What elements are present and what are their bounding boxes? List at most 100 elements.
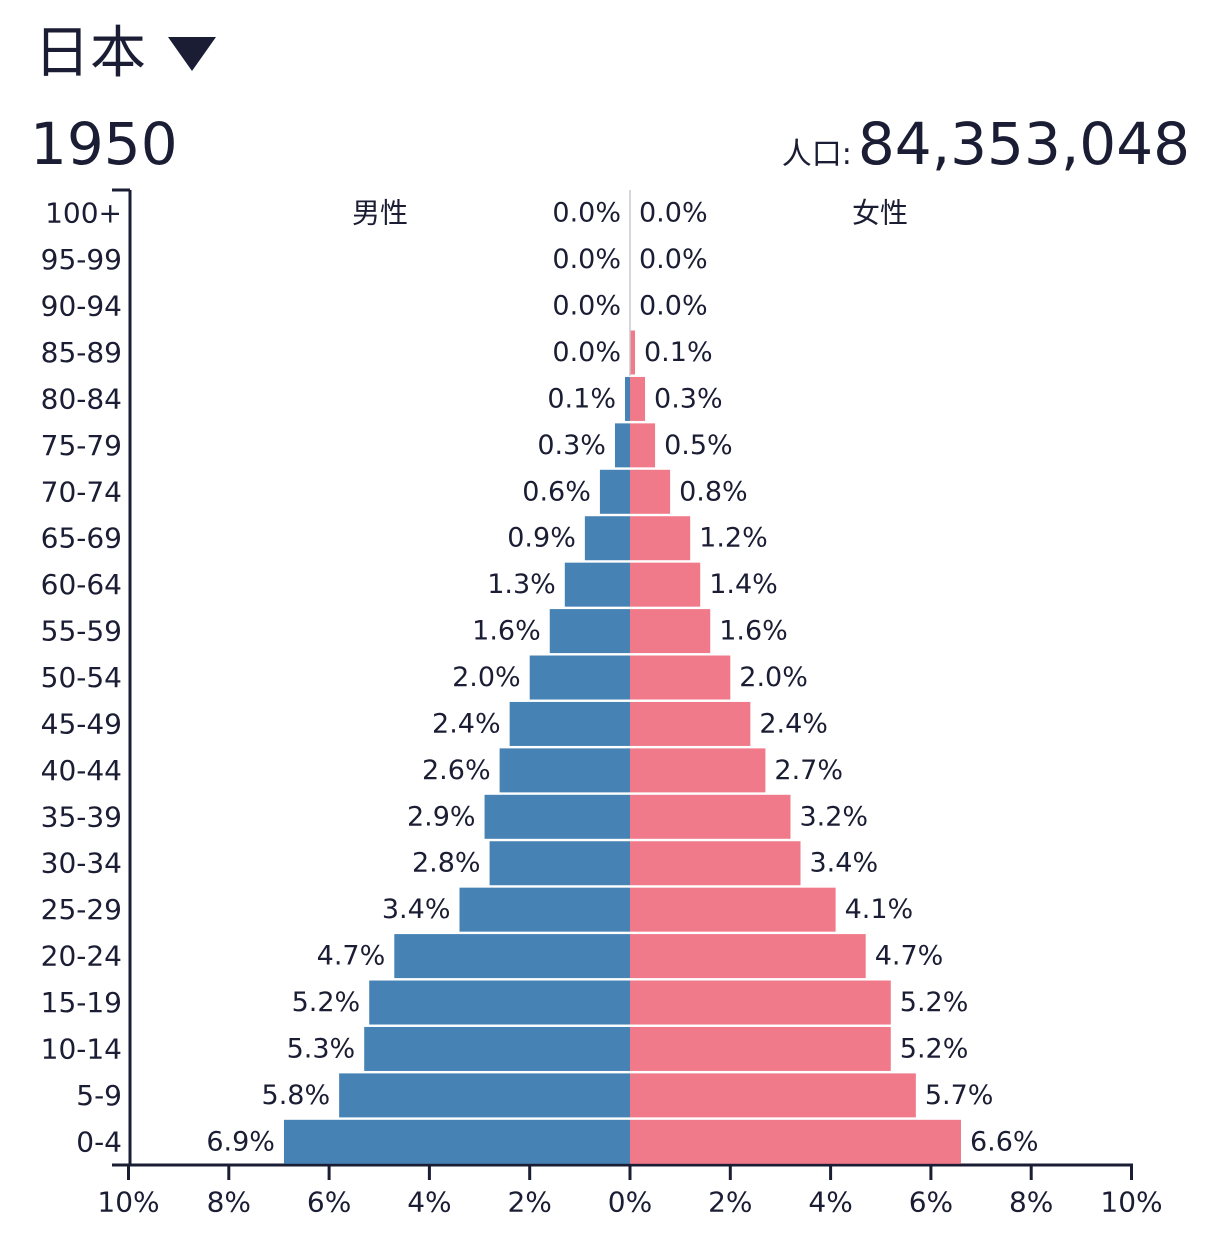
x-tick-label: 0% xyxy=(608,1186,652,1219)
country-name: 日本 xyxy=(34,21,146,86)
male-value-label: 5.3% xyxy=(287,1033,356,1064)
age-group-label: 50-54 xyxy=(41,661,122,694)
female-value-label: 0.0% xyxy=(639,244,708,275)
age-group-label: 30-34 xyxy=(41,847,122,880)
male-bar xyxy=(484,794,630,839)
female-value-label: 0.0% xyxy=(639,198,708,229)
male-bar xyxy=(364,1026,630,1071)
female-bar xyxy=(630,980,891,1025)
male-value-label: 2.8% xyxy=(412,848,481,879)
male-value-label: 1.6% xyxy=(472,616,541,647)
male-bar xyxy=(499,748,630,793)
age-group-label: 15-19 xyxy=(41,986,122,1019)
male-bar xyxy=(489,841,630,886)
male-value-label: 2.6% xyxy=(422,755,491,786)
age-group-label: 55-59 xyxy=(41,615,122,648)
male-bar xyxy=(283,1119,630,1164)
male-value-label: 0.0% xyxy=(552,198,621,229)
age-group-label: 5-9 xyxy=(76,1079,122,1112)
male-bar xyxy=(599,469,630,514)
female-bar xyxy=(630,1073,916,1118)
age-group-label: 25-29 xyxy=(41,893,122,926)
male-bar xyxy=(624,376,630,421)
female-value-label: 0.8% xyxy=(679,476,748,507)
x-tick-label: 4% xyxy=(808,1186,852,1219)
x-tick-label: 6% xyxy=(307,1186,351,1219)
female-bar xyxy=(630,562,701,607)
female-value-label: 1.6% xyxy=(719,616,788,647)
male-bar xyxy=(584,516,630,561)
female-value-label: 2.7% xyxy=(774,755,843,786)
female-bar xyxy=(630,841,801,886)
female-bar xyxy=(630,516,691,561)
female-value-label: 1.2% xyxy=(699,523,768,554)
female-value-label: 5.2% xyxy=(900,1033,969,1064)
age-group-label: 95-99 xyxy=(41,243,122,276)
year-label: 1950 xyxy=(30,110,178,178)
male-value-label: 0.9% xyxy=(507,523,576,554)
female-bar xyxy=(630,423,656,468)
female-value-label: 4.7% xyxy=(875,941,944,972)
female-value-label: 0.5% xyxy=(664,430,733,461)
male-value-label: 0.6% xyxy=(522,476,591,507)
population-label: 人口: xyxy=(781,137,852,172)
male-bar xyxy=(549,609,630,654)
male-bar xyxy=(394,934,630,979)
male-value-label: 0.0% xyxy=(552,337,621,368)
x-tick-label: 10% xyxy=(97,1186,159,1219)
male-value-label: 0.0% xyxy=(552,291,621,322)
female-value-label: 0.3% xyxy=(654,383,723,414)
female-bar xyxy=(630,934,866,979)
age-group-label: 100+ xyxy=(45,197,122,230)
male-value-label: 2.4% xyxy=(432,708,501,739)
male-value-label: 6.9% xyxy=(206,1126,275,1157)
x-tick-label: 10% xyxy=(1100,1186,1162,1219)
male-bar xyxy=(369,980,630,1025)
x-tick-label: 8% xyxy=(207,1186,251,1219)
male-bar xyxy=(564,562,630,607)
male-value-label: 1.3% xyxy=(487,569,556,600)
male-value-label: 5.8% xyxy=(262,1080,331,1111)
x-tick-label: 6% xyxy=(909,1186,953,1219)
population-value: 84,353,048 xyxy=(857,110,1190,178)
male-value-label: 0.3% xyxy=(537,430,606,461)
female-bar xyxy=(630,887,836,932)
age-group-label: 85-89 xyxy=(41,336,122,369)
female-value-label: 1.4% xyxy=(709,569,778,600)
female-bar xyxy=(630,1026,891,1071)
male-value-label: 2.9% xyxy=(407,801,476,832)
male-value-label: 3.4% xyxy=(382,894,451,925)
x-tick-label: 8% xyxy=(1009,1186,1053,1219)
male-value-label: 4.7% xyxy=(317,941,386,972)
female-bar xyxy=(630,330,636,375)
female-value-label: 5.7% xyxy=(925,1080,994,1111)
female-bar xyxy=(630,609,711,654)
male-bar xyxy=(509,701,630,746)
male-value-label: 0.1% xyxy=(547,383,616,414)
female-value-label: 2.4% xyxy=(759,708,828,739)
dropdown-caret-icon[interactable] xyxy=(168,37,216,71)
age-group-label: 45-49 xyxy=(41,707,122,740)
male-bar xyxy=(614,423,630,468)
male-bar xyxy=(529,655,630,700)
male-value-label: 2.0% xyxy=(452,662,521,693)
legend-female: 女性 xyxy=(852,197,908,230)
age-group-label: 20-24 xyxy=(41,940,122,973)
x-tick-label: 2% xyxy=(708,1186,752,1219)
country-selector[interactable]: 日本 xyxy=(34,14,216,94)
age-group-label: 35-39 xyxy=(41,800,122,833)
legend-male: 男性 xyxy=(352,197,408,230)
female-bar xyxy=(630,701,751,746)
age-group-label: 40-44 xyxy=(41,754,122,787)
female-bar xyxy=(630,469,671,514)
female-bar xyxy=(630,376,646,421)
male-value-label: 5.2% xyxy=(292,987,361,1018)
age-group-label: 65-69 xyxy=(41,522,122,555)
male-bar xyxy=(339,1073,630,1118)
x-tick-label: 4% xyxy=(407,1186,451,1219)
age-group-label: 75-79 xyxy=(41,429,122,462)
female-value-label: 3.2% xyxy=(799,801,868,832)
female-value-label: 5.2% xyxy=(900,987,969,1018)
x-tick-label: 2% xyxy=(507,1186,551,1219)
